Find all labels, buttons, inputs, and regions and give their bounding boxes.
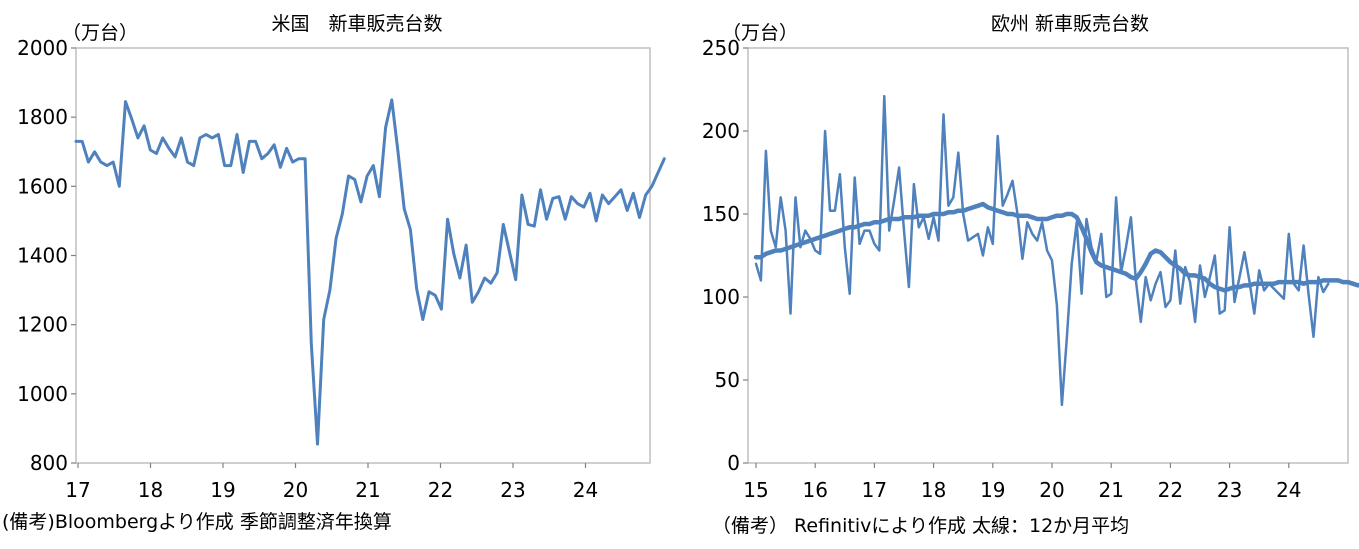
europe-y-tick-label: 100: [702, 285, 740, 309]
us-y-tick-label: 1200: [17, 313, 68, 337]
europe-y-tick-label: 0: [727, 451, 740, 475]
europe-x-tick-label: 22: [1158, 478, 1183, 502]
europe-x-tick-label: 15: [743, 478, 768, 502]
europe-series-line-1: [754, 94, 1330, 407]
europe-x-tick-label: 17: [862, 478, 887, 502]
us-plot-frame: [75, 47, 651, 464]
europe-y-tick-label: 250: [702, 36, 740, 60]
europe-x-tick-label: 20: [1039, 478, 1064, 502]
europe-x-tick-label: 24: [1276, 478, 1301, 502]
us-y-tick-label: 1800: [17, 105, 68, 129]
us-x-tick-label: 17: [65, 478, 90, 502]
europe-unit-label: （万台）: [722, 22, 798, 44]
us-y-tick-label: 1600: [17, 174, 68, 198]
europe-plot-frame: [747, 47, 1349, 464]
us-source-note: (備考)Bloombergより作成 季節調整済年換算: [2, 511, 392, 533]
europe-x-tick-label: 23: [1217, 478, 1242, 502]
us-sales-chart: 米国 新車販売台数 （万台） (備考)Bloombergより作成 季節調整済年換…: [2, 13, 666, 533]
europe-source-note: （備考） Refinitivにより作成 太線：12か月平均: [712, 515, 1129, 537]
us-y-tick-label: 800: [30, 451, 68, 475]
europe-x-tick-label: 21: [1098, 478, 1123, 502]
europe-series-line-2: [753, 201, 1359, 293]
us-x-tick-label: 20: [283, 478, 308, 502]
europe-y-tick-label: 50: [715, 368, 740, 392]
europe-y-tick-label: 150: [702, 202, 740, 226]
us-y-tick-label: 1400: [17, 244, 68, 268]
europe-sales-chart: 欧州 新車販売台数 （万台） （備考） Refinitivにより作成 太線：12…: [702, 13, 1359, 537]
us-x-tick-label: 18: [138, 478, 163, 502]
us-x-tick-label: 23: [500, 478, 525, 502]
europe-x-tick-label: 18: [921, 478, 946, 502]
us-x-tick-label: 22: [428, 478, 453, 502]
us-x-tick-label: 21: [355, 478, 380, 502]
europe-x-tick-label: 19: [980, 478, 1005, 502]
europe-chart-title: 欧州 新車販売台数: [991, 13, 1149, 35]
us-chart-title: 米国 新車販売台数: [271, 13, 442, 35]
us-x-tick-label: 19: [210, 478, 235, 502]
us-series-line-1: [74, 98, 666, 446]
us-y-tick-label: 2000: [17, 36, 68, 60]
us-y-tick-label: 1000: [17, 382, 68, 406]
us-x-tick-label: 24: [573, 478, 598, 502]
europe-x-tick-label: 16: [802, 478, 827, 502]
us-unit-label: （万台）: [62, 22, 138, 44]
europe-y-tick-label: 200: [702, 119, 740, 143]
